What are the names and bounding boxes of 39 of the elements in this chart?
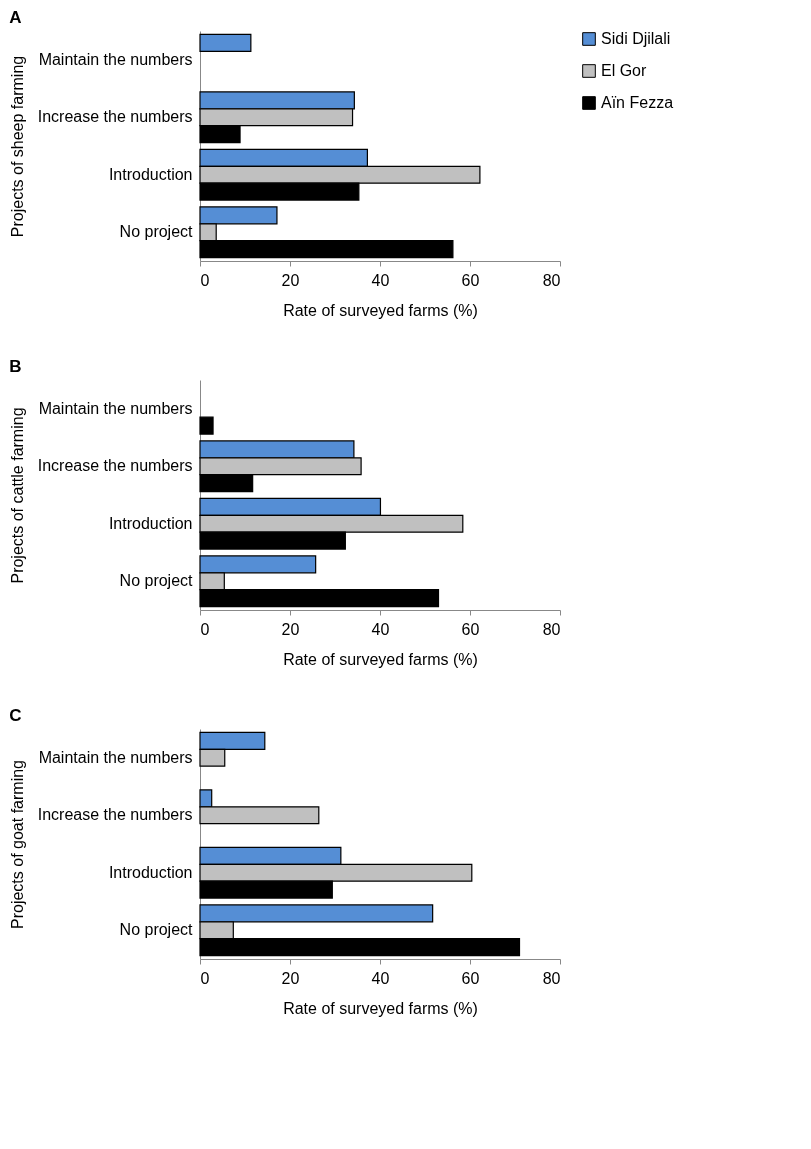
y-tick-label: Introduction [108,863,193,881]
x-tick-label: 40 [371,969,390,987]
y-axis-title: Projects of goat farming [8,760,26,929]
x-tick-label: 80 [542,969,561,987]
x-tick-label: 80 [542,271,561,289]
y-axis-title: Projects of sheep farming [8,55,26,238]
x-tick-label: 20 [281,969,300,987]
x-tick-label: 0 [200,620,210,638]
x-tick-label: 60 [461,969,480,987]
legend-label: Aïn Fezza [601,94,674,111]
y-tick-label: No project [119,572,194,590]
x-tick-label: 20 [281,620,300,638]
y-tick-label: Maintain the numbers [38,748,193,766]
y-axis-title: Projects of cattle farming [8,407,26,584]
text: B [9,357,22,376]
text: C [9,706,22,725]
y-tick-label: Increase the numbers [37,806,193,824]
x-tick-label: 60 [461,620,480,638]
x-tick-label: 80 [542,620,561,638]
x-tick-label: 0 [200,271,210,289]
y-tick-label: No project [119,921,194,939]
x-tick-label: 0 [200,969,210,987]
x-tick-label: 40 [371,271,390,289]
y-tick-label: No project [119,223,194,241]
y-tick-label: Introduction [108,514,193,532]
y-tick-label: Maintain the numbers [38,399,193,417]
y-tick-label: Increase the numbers [37,457,193,475]
x-tick-label: 60 [461,271,480,289]
x-tick-label: 20 [281,271,300,289]
legend-label: Sidi Djilali [601,30,671,47]
y-tick-label: Maintain the numbers [38,50,193,68]
y-tick-label: Increase the numbers [37,108,193,126]
y-tick-label: Introduction [108,165,193,183]
text: A [9,8,22,27]
x-axis-title: Rate of surveyed farms (%) [283,650,478,668]
x-axis-title: Rate of surveyed farms (%) [283,999,478,1017]
legend-label: El Gor [601,62,648,79]
x-axis-title: Rate of surveyed farms (%) [283,301,478,319]
x-tick-label: 40 [371,620,390,638]
